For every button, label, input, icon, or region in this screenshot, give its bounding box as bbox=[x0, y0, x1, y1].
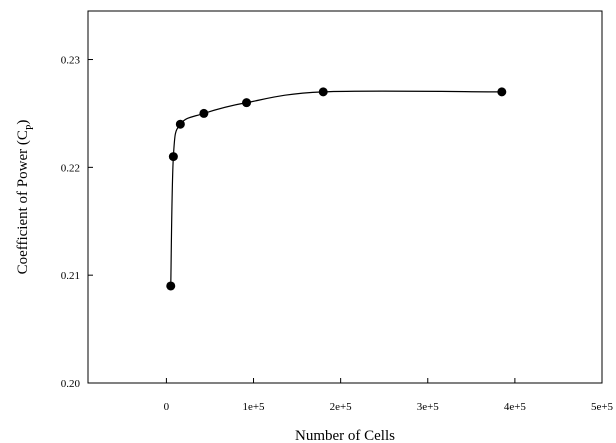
y-axis-title: Coefficient of Power (CP) bbox=[15, 120, 36, 275]
y-tick-label: 0.21 bbox=[61, 270, 80, 282]
y-axis: 0.20 0.21 0.22 0.23 bbox=[61, 55, 93, 390]
data-point bbox=[242, 98, 252, 108]
data-point bbox=[168, 152, 178, 162]
y-tick-label: 0.22 bbox=[61, 162, 80, 174]
x-tick-label: 3e+5 bbox=[417, 401, 440, 413]
data-point bbox=[199, 108, 209, 118]
series-line bbox=[170, 90, 502, 286]
x-tick-label: 4e+5 bbox=[504, 401, 527, 413]
x-axis: 0 1e+5 2e+5 3e+5 4e+5 5e+5 bbox=[164, 378, 614, 413]
plot-frame bbox=[87, 10, 603, 384]
data-point bbox=[318, 87, 328, 97]
y-tick-label: 0.23 bbox=[61, 55, 81, 67]
data-point bbox=[175, 119, 185, 129]
x-axis-title: Number of Cells bbox=[295, 428, 395, 443]
data-point bbox=[166, 281, 176, 291]
y-tick-label: 0.20 bbox=[61, 378, 81, 390]
x-tick-label: 1e+5 bbox=[242, 401, 265, 413]
data-points bbox=[166, 87, 507, 291]
x-tick-label: 2e+5 bbox=[330, 401, 353, 413]
x-tick-label: 5e+5 bbox=[591, 401, 614, 413]
x-tick-label: 0 bbox=[164, 401, 170, 413]
data-point bbox=[497, 87, 507, 97]
